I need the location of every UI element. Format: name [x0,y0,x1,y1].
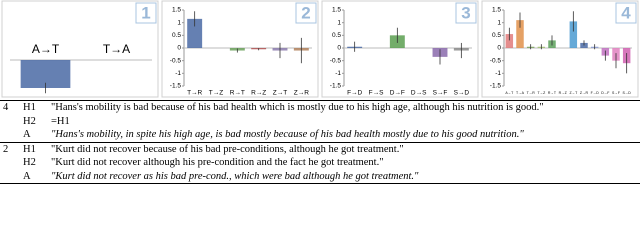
x-tick-label: T→R [527,91,536,95]
x-tick-label: D→F [601,91,609,95]
table-cell: "Kurt did not recover because of his bad… [48,141,640,156]
y-tick-label: -1.5 [330,83,342,90]
table-row: H2 =H1 [0,115,640,129]
table-row: A "Kurt did not recover as his bad pre-co… [0,169,640,184]
table-cell: "Kurt did not recover although his pre-c… [51,157,384,169]
x-tick-label: S→D [622,91,631,95]
x-tick-label: D→F [390,90,405,97]
y-tick-label: 1 [337,19,341,26]
panel-number: 2 [301,3,310,22]
x-tick-label: S→D [454,90,470,97]
x-tick-label: T→Z [209,90,223,97]
table-cell [0,169,20,184]
x-tick-label: S→F [612,91,620,95]
x-tick-label: R→Z [559,91,568,95]
x-tick-label: Z→R [580,91,589,95]
y-tick-label: -1 [335,70,341,77]
panel-number: 3 [461,3,470,22]
y-tick-label: 0 [497,45,501,52]
table-cell: H1 [20,141,48,156]
x-tick-label: F→D [591,91,600,95]
page: 1 A→T T→A 2 1.5 1 0.5 0 -0.5 -1 -1.5 T→R T→Z R→T R→Z Z→… [0,0,640,184]
table-cell: 4 [0,100,20,115]
panel-number: 1 [141,3,150,22]
y-tick-label: 1 [177,19,181,26]
y-tick-label: -1 [495,70,501,77]
x-tick-label: A→T [32,42,60,56]
y-tick-label: -1 [175,70,181,77]
x-tick-label: Z→T [273,90,287,97]
x-tick-label: T→A [103,42,130,56]
table-cell [0,128,20,142]
bar [505,34,514,48]
table-cell: 2 [0,141,20,156]
y-tick-label: -1.5 [170,83,182,90]
table-cell: H1 [20,100,48,115]
x-tick-label: T→A [516,91,525,95]
table-cell [0,156,20,170]
table-row: A "Hans's mobility, in spite his high age… [0,128,640,142]
x-tick-label: Z→T [569,91,578,95]
y-tick-label: -0.5 [490,57,502,64]
table-row: 4 H1 "Hans's mobility is bad because of hi… [0,100,640,115]
table-cell: "Hans's mobility, in spite his high age,… [51,129,524,141]
table-row: 2 H1 "Kurt did not recover because of his … [0,141,640,156]
table-cell: "Hans's mobility is bad because of his b… [48,100,640,115]
x-tick-label: A→T [505,91,514,95]
table-cell: H2 [23,157,36,169]
y-tick-label: 0.5 [492,32,501,39]
x-tick-label: T→Z [537,91,546,95]
y-tick-label: 0.5 [332,32,341,39]
bar [569,21,578,48]
x-tick-label: F→D [347,90,362,97]
y-tick-label: 0 [337,45,341,52]
table-row: H2 "Kurt did not recover although his pre… [0,156,640,170]
table-cell: A [20,169,48,184]
x-tick-label: D→S [411,90,427,97]
y-tick-label: 0 [177,45,181,52]
x-tick-label: R→T [548,91,557,95]
panel-number: 4 [621,3,631,22]
table-cell [0,115,20,129]
y-tick-label: -0.5 [170,57,182,64]
panel-frame [161,0,319,98]
panel-badge [455,2,477,24]
panel-badge [615,2,637,24]
panel-frame [481,0,639,98]
table-cell: "Kurt did not recover as his bad pre-con… [48,169,640,184]
table-cell: =H1 [51,115,70,127]
x-tick-label: R→T [230,90,245,97]
y-tick-label: 1.5 [492,7,501,14]
y-tick-label: 1 [497,19,501,26]
panel-frame [321,0,479,98]
y-tick-label: 0.5 [172,32,181,39]
bar [516,20,524,48]
table-cell: A [23,129,31,141]
y-tick-label: 1.5 [172,7,181,14]
x-tick-label: R→Z [251,90,266,97]
x-tick-label: T→R [187,90,202,97]
y-tick-label: 1.5 [332,7,341,14]
bar [187,18,203,48]
table-cell: H2 [23,115,36,127]
y-tick-label: -1.5 [490,83,502,90]
table: 4 H1 "Hans's mobility is bad because of hi… [0,100,640,184]
panel-frame [1,0,159,98]
x-tick-label: Z→R [294,90,309,97]
x-tick-label: F→S [369,90,384,97]
x-tick-label: S→F [433,90,448,97]
panel-badge [295,2,317,24]
panel-badge [135,2,157,24]
y-tick-label: -0.5 [330,57,342,64]
figure: 1A→T T→A21.510.50-0.5-1-1.5T→R T→Z R→T R→Z Z→… [1,0,639,98]
